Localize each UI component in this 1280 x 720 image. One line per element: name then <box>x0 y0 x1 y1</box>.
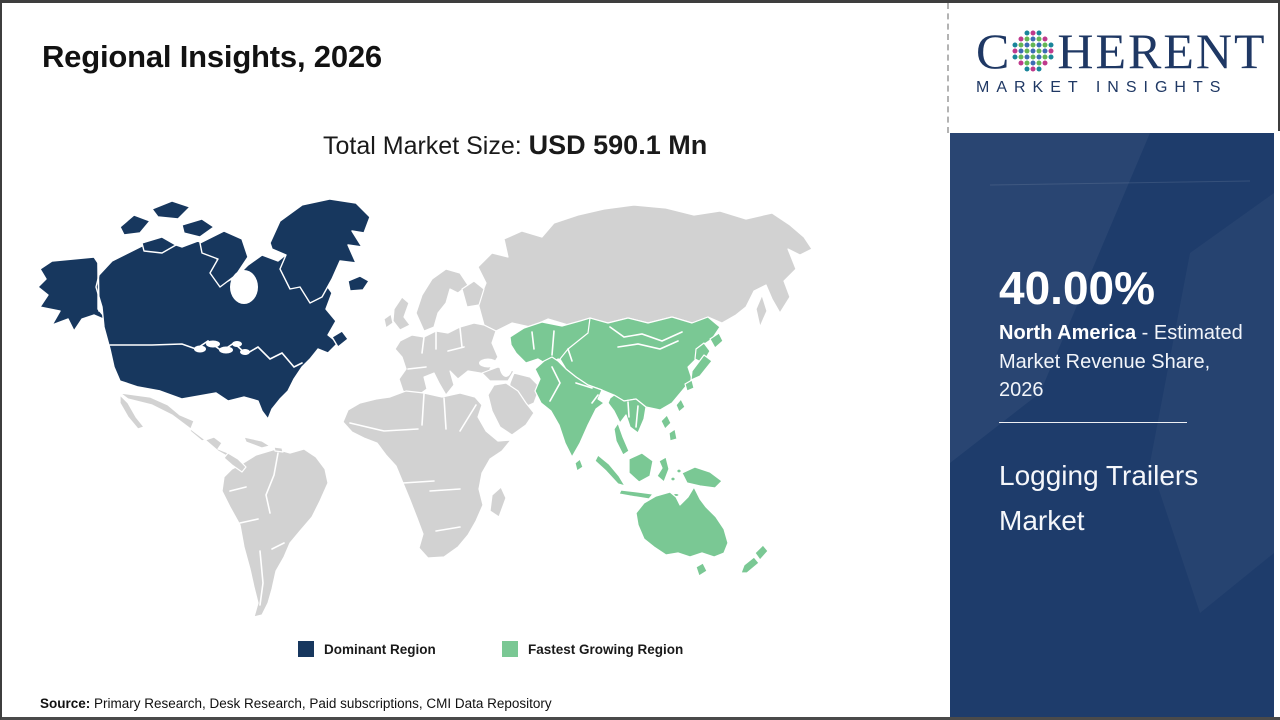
dashed-separator <box>947 3 949 133</box>
map-region-russia <box>477 204 812 332</box>
source-text: Primary Research, Desk Research, Paid su… <box>90 696 552 711</box>
total-market-size-label: Total Market Size: <box>323 132 529 160</box>
source-line: Source: Primary Research, Desk Research,… <box>40 696 552 711</box>
map-region-middle-east <box>481 366 541 436</box>
black-sea <box>479 358 497 368</box>
caspian-sea <box>499 349 513 377</box>
source-label: Source: <box>40 696 91 711</box>
logo-letter-c: C <box>976 23 1010 79</box>
legend-item-dominant: Dominant Region <box>298 641 436 657</box>
market-name: Logging Trailers Market <box>999 459 1199 536</box>
map-region-europe <box>383 268 503 398</box>
stat-region: North America <box>999 322 1137 344</box>
stat-description: North America - Estimated Market Revenue… <box>999 319 1257 405</box>
world-map <box>32 191 812 621</box>
fastest-growing-region-swatch <box>502 641 518 657</box>
map-region-north-america <box>37 200 349 420</box>
stat-rest: - Estimated Market Revenue Share, 2026 <box>999 322 1243 401</box>
globe-dots-icon <box>1012 30 1054 72</box>
world-map-svg <box>37 198 812 618</box>
legend-item-fastest-growing: Fastest Growing Region <box>502 641 683 657</box>
map-region-asia-pacific <box>509 316 769 577</box>
sidebar-divider-line <box>999 421 1187 423</box>
right-border-segment <box>1278 3 1280 131</box>
total-market-size: Total Market Size: USD 590.1 Mn <box>323 130 707 161</box>
map-region-iceland <box>347 275 370 292</box>
dominant-region-swatch <box>298 641 314 657</box>
logo-word-herent: HERENT <box>1057 23 1267 79</box>
fastest-growing-region-label: Fastest Growing Region <box>528 641 684 657</box>
map-region-africa <box>342 390 512 559</box>
map-region-mexico-central-america <box>119 392 284 473</box>
map-region-greenland <box>269 198 371 304</box>
coherent-market-insights-logo: C HERENT MARKET INSIGHTS <box>950 3 1278 133</box>
page-title: Regional Insights, 2026 <box>42 39 382 74</box>
total-market-size-value: USD 590.1 Mn <box>528 130 708 160</box>
sidebar-panel: 40.00% North America - Estimated Market … <box>950 133 1274 717</box>
map-region-south-america <box>221 448 329 618</box>
stat-value: 40.00% <box>999 262 1156 314</box>
logo-tagline: MARKET INSIGHTS <box>976 79 1228 96</box>
dominant-region-label: Dominant Region <box>324 641 436 657</box>
